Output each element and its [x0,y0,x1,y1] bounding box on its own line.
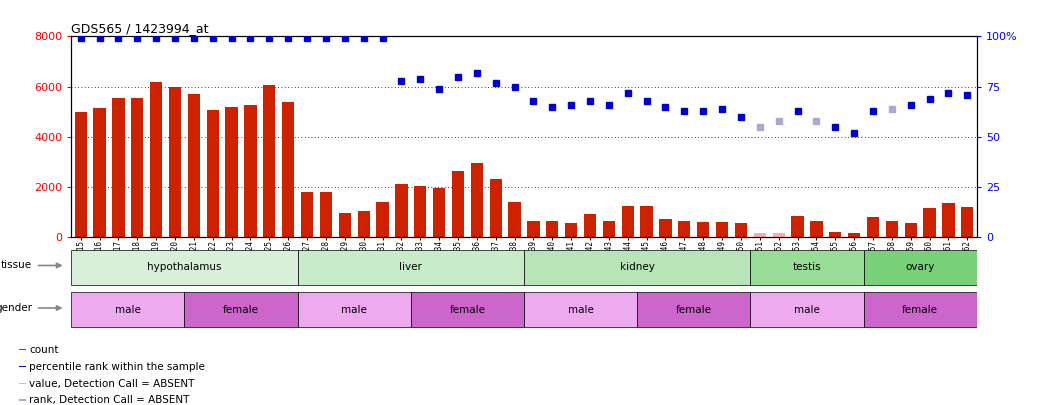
Bar [19,366,25,367]
Text: hypothalamus: hypothalamus [147,262,222,272]
Bar [301,192,313,237]
Bar [864,250,977,285]
Bar [904,223,917,237]
Bar [621,206,634,237]
Text: value, Detection Call = ABSENT: value, Detection Call = ABSENT [29,379,194,389]
Bar [225,107,238,237]
Bar [750,250,864,285]
Text: ovary: ovary [905,262,935,272]
Bar [169,87,181,237]
Bar [864,292,977,327]
Bar [829,232,842,237]
Bar [150,81,162,237]
Bar [298,250,524,285]
Text: tissue: tissue [1,260,32,271]
Bar [71,250,298,285]
Bar [524,292,637,327]
Text: liver: liver [399,262,422,272]
Bar [282,102,294,237]
Bar [508,202,521,237]
Bar [414,185,427,237]
Bar [19,383,25,384]
Bar [848,233,860,237]
Text: rank, Detection Call = ABSENT: rank, Detection Call = ABSENT [29,395,190,405]
Bar [19,349,25,350]
Bar [524,250,750,285]
Bar [659,220,672,237]
Bar [19,399,25,401]
Bar [546,221,559,237]
Text: female: female [902,305,938,315]
Bar [791,215,804,237]
Text: female: female [450,305,485,315]
Text: kidney: kidney [619,262,655,272]
Bar [93,108,106,237]
Bar [867,217,879,237]
Bar [942,203,955,237]
Bar [411,292,524,327]
Bar [584,214,596,237]
Bar [452,171,464,237]
Bar [184,292,298,327]
Bar [395,184,408,237]
Bar [961,207,974,237]
Bar [735,223,747,237]
Bar [637,292,750,327]
Bar [74,112,87,237]
Bar [810,221,823,237]
Text: gender: gender [0,303,32,313]
Bar [678,221,691,237]
Bar [339,213,351,237]
Bar [320,192,332,237]
Text: GDS565 / 1423994_at: GDS565 / 1423994_at [71,22,209,35]
Bar [716,222,728,237]
Bar [357,211,370,237]
Bar [603,221,615,237]
Bar [772,233,785,237]
Bar [112,98,125,237]
Bar [188,94,200,237]
Bar [263,85,276,237]
Bar [376,202,389,237]
Text: count: count [29,345,59,355]
Bar [527,221,540,237]
Bar [206,111,219,237]
Bar [71,292,184,327]
Bar [923,208,936,237]
Bar [750,292,864,327]
Bar [471,163,483,237]
Text: male: male [342,305,367,315]
Bar [697,222,709,237]
Bar [565,223,577,237]
Text: female: female [223,305,259,315]
Bar [433,188,445,237]
Bar [298,292,411,327]
Text: percentile rank within the sample: percentile rank within the sample [29,362,204,372]
Text: male: male [568,305,593,315]
Text: testis: testis [792,262,822,272]
Bar [489,179,502,237]
Text: female: female [676,305,712,315]
Text: male: male [794,305,820,315]
Bar [640,206,653,237]
Bar [244,105,257,237]
Bar [131,98,144,237]
Text: male: male [115,305,140,315]
Bar [886,221,898,237]
Bar [754,233,766,237]
